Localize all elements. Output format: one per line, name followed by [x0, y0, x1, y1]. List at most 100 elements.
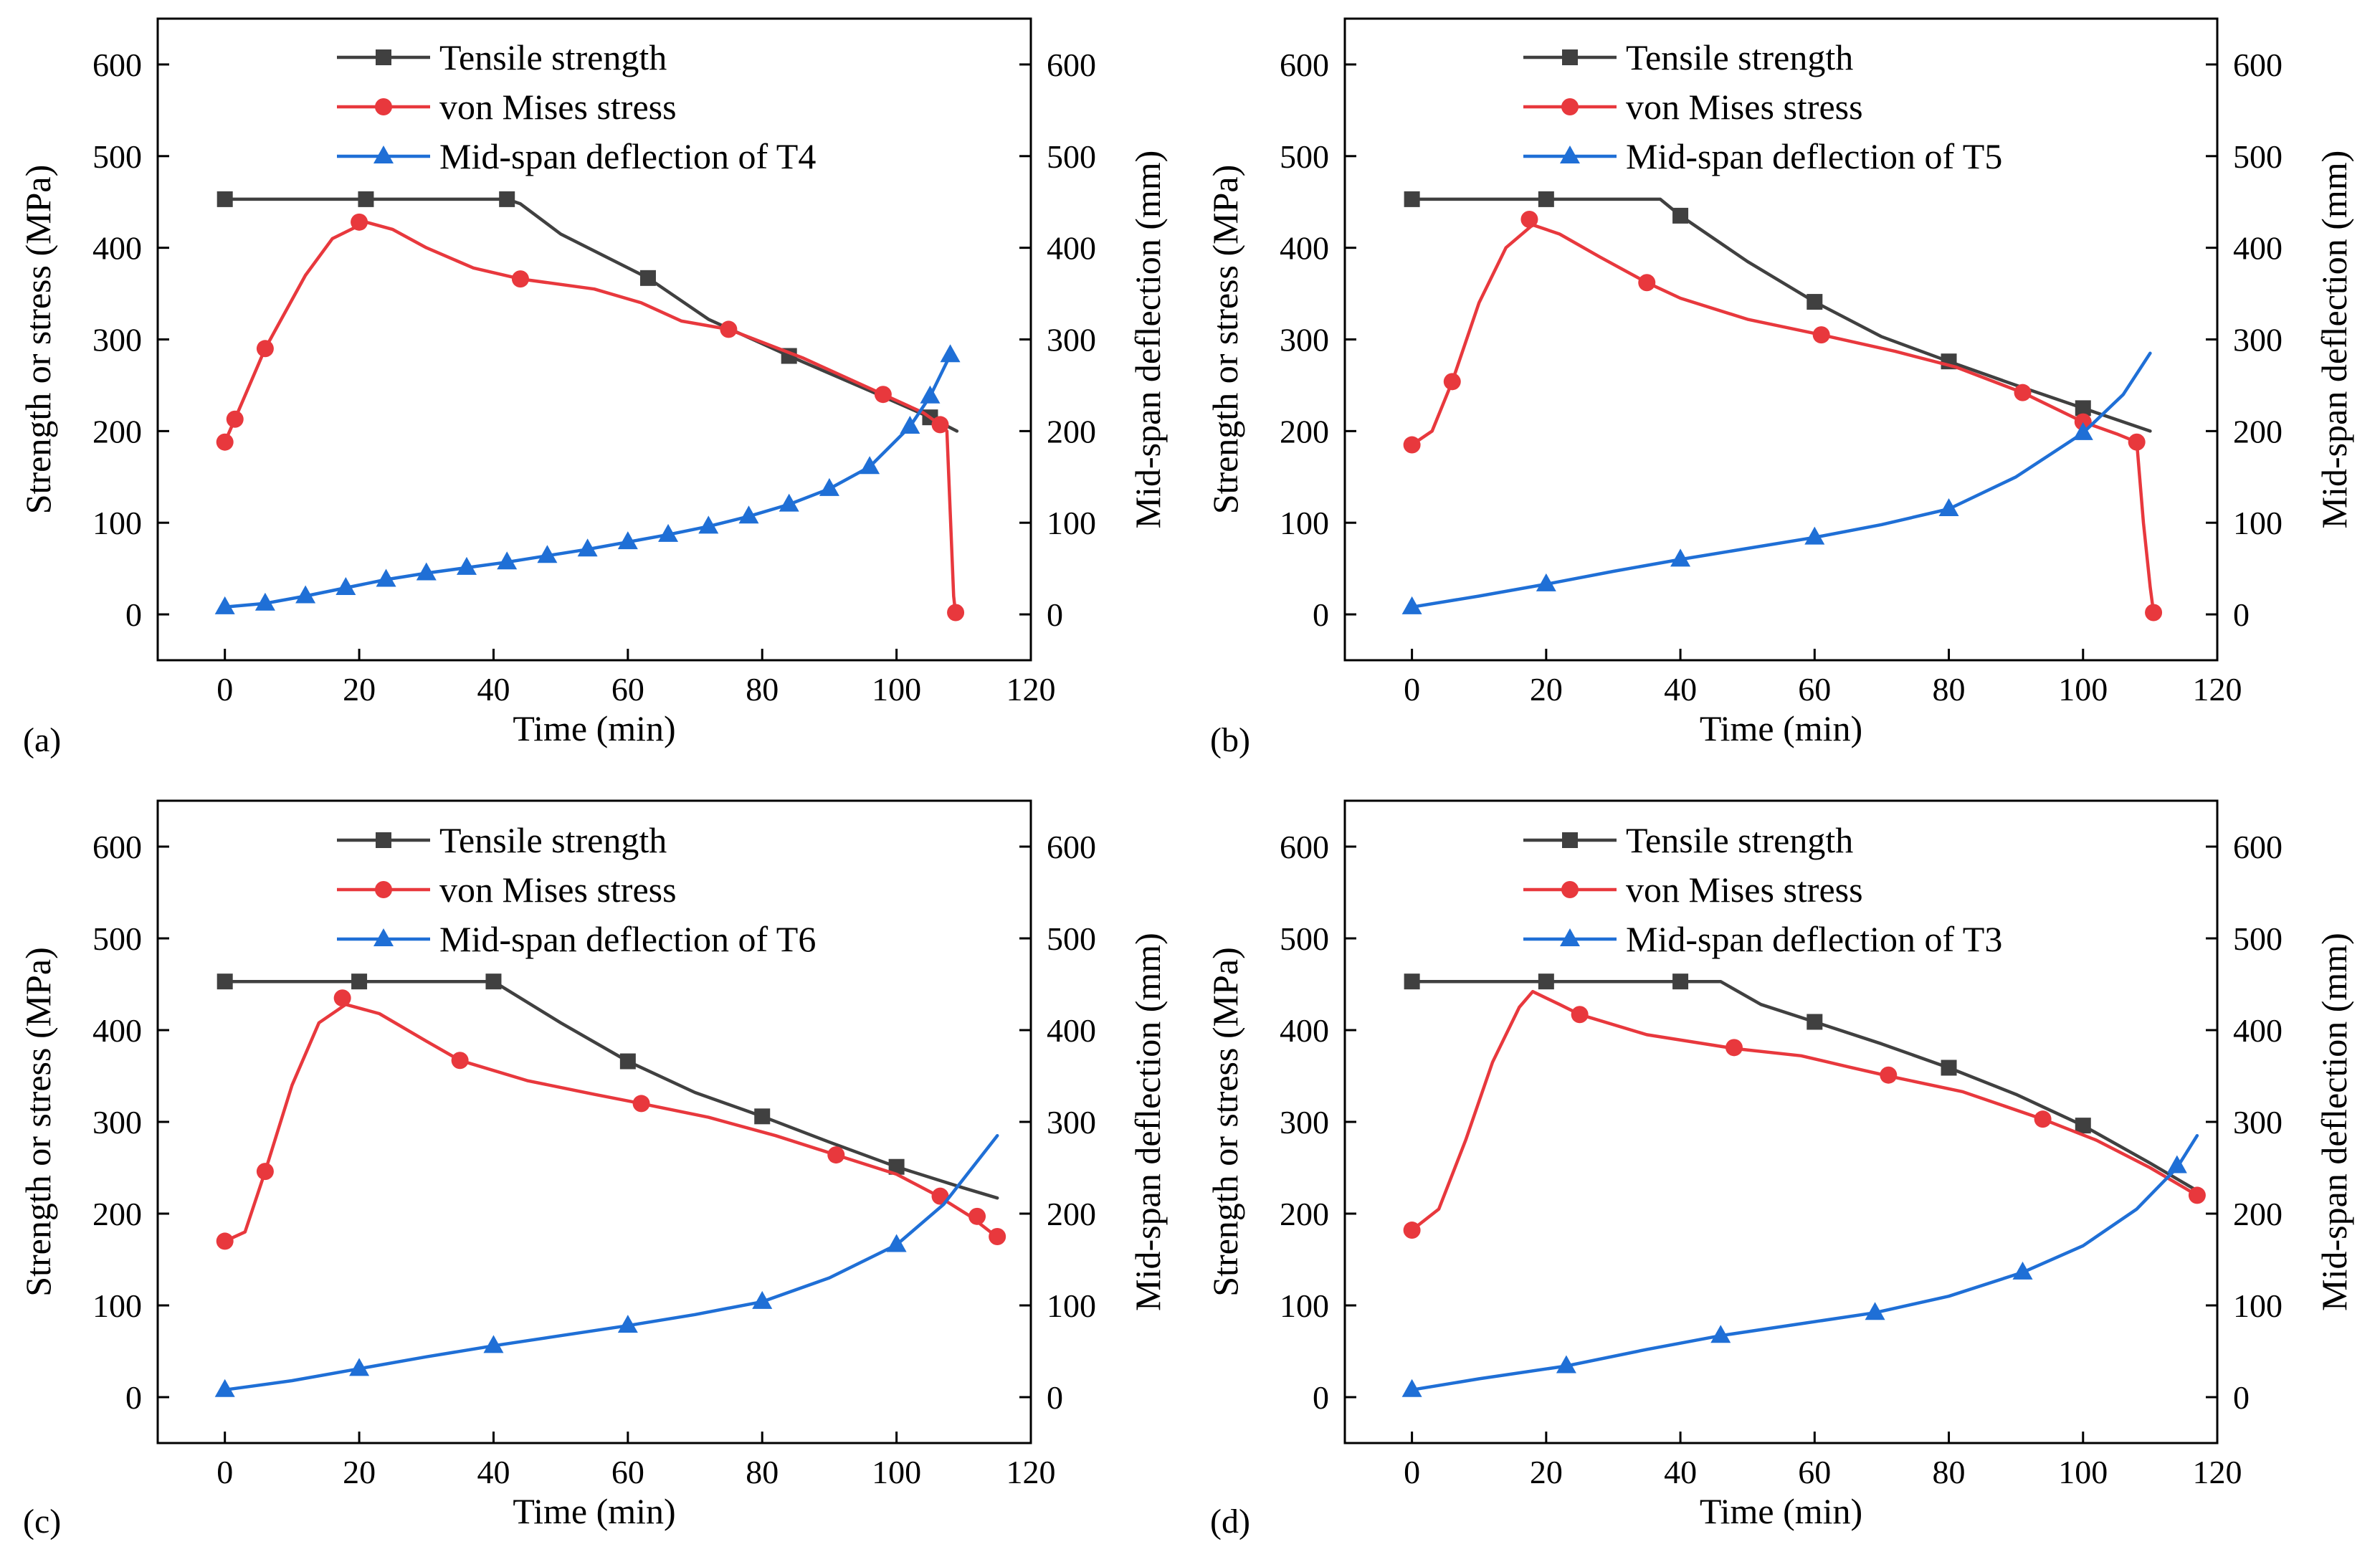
data-point-circle [874, 386, 892, 404]
y2-axis-title: Mid-span deflection (mm) [2314, 151, 2354, 529]
data-point-triangle [1556, 1355, 1576, 1374]
legend-marker-circle [1561, 98, 1579, 115]
data-point-circle [216, 1232, 234, 1250]
data-point-triangle [1401, 1379, 1422, 1397]
data-point-square [619, 1053, 636, 1070]
series-group [1403, 989, 2206, 1239]
x-tick-label: 20 [1530, 1454, 1563, 1490]
legend-marker-triangle [373, 928, 394, 946]
y-axis-title: Strength or stress (MPa) [18, 947, 58, 1296]
legend-label: von Mises stress [1626, 870, 1863, 910]
x-tick-label: 60 [611, 671, 644, 708]
data-point-triangle [920, 385, 941, 404]
data-point-triangle [658, 523, 679, 542]
x-tick-label: 20 [343, 1454, 376, 1490]
series-group [216, 973, 999, 1200]
data-point-triangle [1938, 498, 1959, 517]
y2-tick-label: 400 [2233, 230, 2283, 267]
data-point-square [639, 270, 656, 286]
data-point-circle [1812, 326, 1830, 344]
data-point-triangle [2072, 422, 2093, 440]
y2-tick-label: 0 [2233, 596, 2250, 633]
legend: Tensile strength von Mises stress Mid-span… [337, 37, 816, 176]
data-point-triangle [497, 551, 518, 570]
legend-label: Mid-span deflection of T4 [439, 136, 816, 176]
y-tick-label: 300 [92, 1104, 142, 1141]
data-point-triangle [456, 556, 477, 575]
series-line [1410, 989, 2199, 1232]
data-point-circle [989, 1228, 1006, 1245]
data-point-triangle [214, 596, 235, 614]
data-point-circle [511, 270, 529, 288]
data-point-triangle [537, 545, 558, 563]
data-point-square [485, 973, 502, 990]
x-tick-label: 80 [746, 1454, 779, 1490]
y-tick-label: 300 [92, 322, 142, 358]
series-line [223, 1133, 999, 1392]
y2-tick-label: 200 [2233, 413, 2283, 449]
y-tick-label: 0 [125, 596, 142, 633]
series-group [216, 191, 959, 433]
legend-label: Tensile strength [1626, 820, 1853, 860]
data-point-circle [931, 416, 949, 434]
data-point-square [216, 973, 233, 990]
data-point-square [351, 973, 368, 990]
data-point-circle [226, 410, 244, 428]
y-tick-label: 100 [1280, 1287, 1329, 1324]
y2-tick-label: 500 [2233, 920, 2283, 957]
y-tick-label: 300 [1280, 322, 1329, 358]
data-point-triangle [416, 562, 437, 581]
data-point-triangle [779, 493, 799, 512]
data-point-circle [1880, 1066, 1898, 1084]
x-tick-label: 20 [1530, 671, 1563, 708]
legend-label: von Mises stress [439, 870, 677, 910]
legend: Tensile strength von Mises stress Mid-span… [1523, 820, 2002, 959]
data-point-triangle [1401, 596, 1422, 614]
y-tick-label: 500 [1280, 138, 1329, 175]
chart-panel: 0 20 40 60 80 100 120 0 100 200 300 400 500 600 0 100 20… [18, 799, 1168, 1541]
series-line [223, 353, 952, 609]
series-group [1404, 191, 2152, 433]
y-axis-title: Strength or stress (MPa) [1205, 165, 1245, 514]
y2-tick-label: 0 [1047, 1379, 1063, 1416]
data-point-triangle [738, 505, 759, 524]
legend-label: von Mises stress [1626, 87, 1863, 127]
y2-tick-label: 500 [1047, 138, 1096, 175]
data-point-square [1404, 191, 1420, 207]
legend-label: Tensile strength [439, 37, 667, 77]
y2-tick-label: 600 [2233, 47, 2283, 83]
data-point-square [1672, 207, 1689, 224]
data-point-triangle [1804, 526, 1825, 545]
x-tick-label: 40 [477, 1454, 510, 1490]
x-tick-label: 40 [1664, 671, 1697, 708]
data-point-square [2075, 400, 2091, 416]
y-tick-label: 300 [1280, 1104, 1329, 1141]
data-point-triangle [617, 531, 638, 550]
legend-marker-circle [375, 881, 392, 898]
y-tick-label: 100 [92, 505, 142, 541]
x-tick-label: 40 [1664, 1454, 1697, 1490]
x-tick-label: 0 [216, 1454, 233, 1490]
series-group [1401, 351, 2152, 614]
data-point-triangle [214, 1379, 235, 1397]
data-point-triangle [1710, 1325, 1731, 1343]
chart-panel: 0 20 40 60 80 100 120 0 100 200 300 400 500 600 0 100 20… [18, 17, 1168, 759]
y2-tick-label: 200 [2233, 1196, 2283, 1232]
y-tick-label: 0 [1313, 596, 1329, 633]
y2-tick-label: 400 [1047, 230, 1096, 267]
x-axis-title: Time (min) [1700, 708, 1862, 748]
data-point-square [499, 191, 515, 207]
y2-tick-label: 0 [2233, 1379, 2250, 1416]
series-group [214, 1133, 999, 1397]
series-line [223, 979, 999, 1200]
data-point-circle [1403, 436, 1421, 454]
legend-marker-square [1562, 49, 1578, 65]
data-point-triangle [483, 1335, 504, 1353]
y2-tick-label: 600 [1047, 829, 1096, 865]
y-tick-label: 600 [1280, 829, 1329, 865]
x-tick-label: 120 [2193, 1454, 2242, 1490]
chart-panel: 0 20 40 60 80 100 120 0 100 200 300 400 500 600 0 100 20… [1205, 17, 2354, 759]
data-point-triangle [376, 568, 396, 587]
data-point-circle [333, 989, 351, 1007]
x-tick-label: 100 [2058, 671, 2108, 708]
